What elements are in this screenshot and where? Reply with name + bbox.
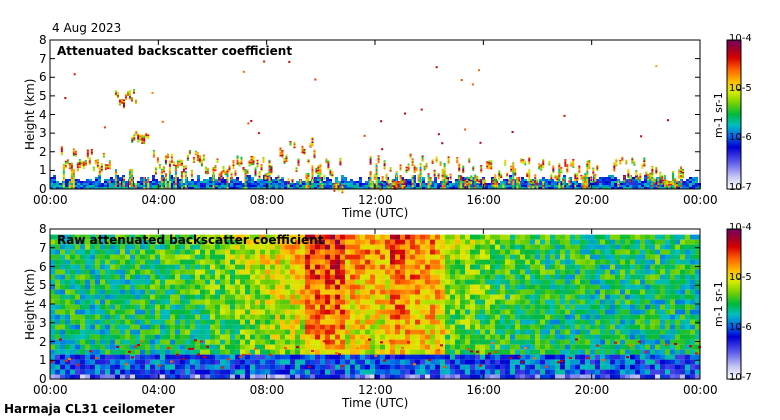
y-tick-label: 1 [39, 353, 47, 368]
x-tick-label: 16:00 [466, 193, 501, 207]
x-tick-label: 20:00 [574, 383, 610, 397]
x-tick-label: 00:00 [683, 193, 718, 207]
panel-2 [49, 228, 742, 380]
y-tick-label: 2 [39, 334, 47, 349]
x-tick-label: 04:00 [141, 193, 176, 207]
date-label: 4 Aug 2023 [52, 21, 122, 35]
colorbar-tick-label: 10-4 [729, 33, 752, 44]
y-tick-label: 4 [39, 107, 47, 122]
colorbar [726, 228, 742, 380]
x-tick-label: 20:00 [574, 193, 610, 207]
y-axis-label: Height (km) [23, 78, 37, 150]
y-tick-label: 7 [39, 240, 47, 255]
x-tick-label: 12:00 [358, 383, 393, 397]
y-tick-label: 4 [39, 297, 47, 311]
panel-title: Raw attenuated backscatter coefficient [57, 233, 324, 247]
colorbar-unit-label: m-1 sr-1 [712, 281, 725, 327]
y-tick-label: 5 [39, 88, 47, 103]
y-tick-label: 8 [39, 222, 47, 236]
colorbar-tick-label: 10-5 [729, 82, 752, 94]
y-tick-label: 6 [39, 70, 47, 85]
x-tick-label: 12:00 [358, 193, 393, 207]
x-tick-label: 08:00 [249, 383, 285, 397]
x-axis-label: Time (UTC) [342, 206, 409, 220]
y-tick-label: 3 [39, 315, 47, 330]
x-tick-label: 16:00 [466, 383, 501, 397]
x-axis-label: Time (UTC) [342, 396, 409, 410]
colorbar-tick-label: 10-7 [729, 182, 752, 193]
colorbar-tick-label: 10-5 [729, 272, 752, 283]
panel-title: Attenuated backscatter coefficient [57, 44, 293, 58]
y-tick-label: 8 [39, 33, 47, 47]
colorbar-unit-label: m-1 sr-1 [712, 91, 725, 138]
colorbar-tick-label: 10-6 [729, 322, 752, 333]
x-tick-label: 00:00 [683, 383, 718, 397]
y-tick-label: 6 [39, 259, 47, 274]
backscatter-field [50, 60, 701, 194]
y-tick-label: 0 [39, 372, 47, 386]
panel-1 [49, 39, 742, 194]
x-tick-label: 08:00 [249, 193, 285, 207]
y-tick-label: 7 [39, 51, 47, 66]
colorbar-tick-label: 10-6 [729, 132, 752, 144]
x-tick-label: 04:00 [141, 383, 176, 397]
colorbar-tick-label: 10-4 [729, 222, 752, 233]
x-tick-label: 00:00 [33, 193, 68, 207]
backscatter-field [50, 234, 701, 380]
instrument-label: Harmaja CL31 ceilometer [4, 402, 175, 416]
y-tick-label: 3 [39, 126, 47, 141]
y-tick-label: 5 [39, 278, 47, 293]
y-axis-label: Height (km) [23, 268, 37, 340]
plot-frame [49, 39, 701, 190]
colorbar [726, 39, 742, 190]
y-tick-label: 1 [39, 163, 47, 178]
colorbar-tick-label: 10-7 [729, 372, 752, 383]
y-tick-label: 0 [39, 182, 47, 196]
y-tick-label: 2 [39, 144, 47, 159]
x-tick-label: 00:00 [33, 383, 68, 397]
